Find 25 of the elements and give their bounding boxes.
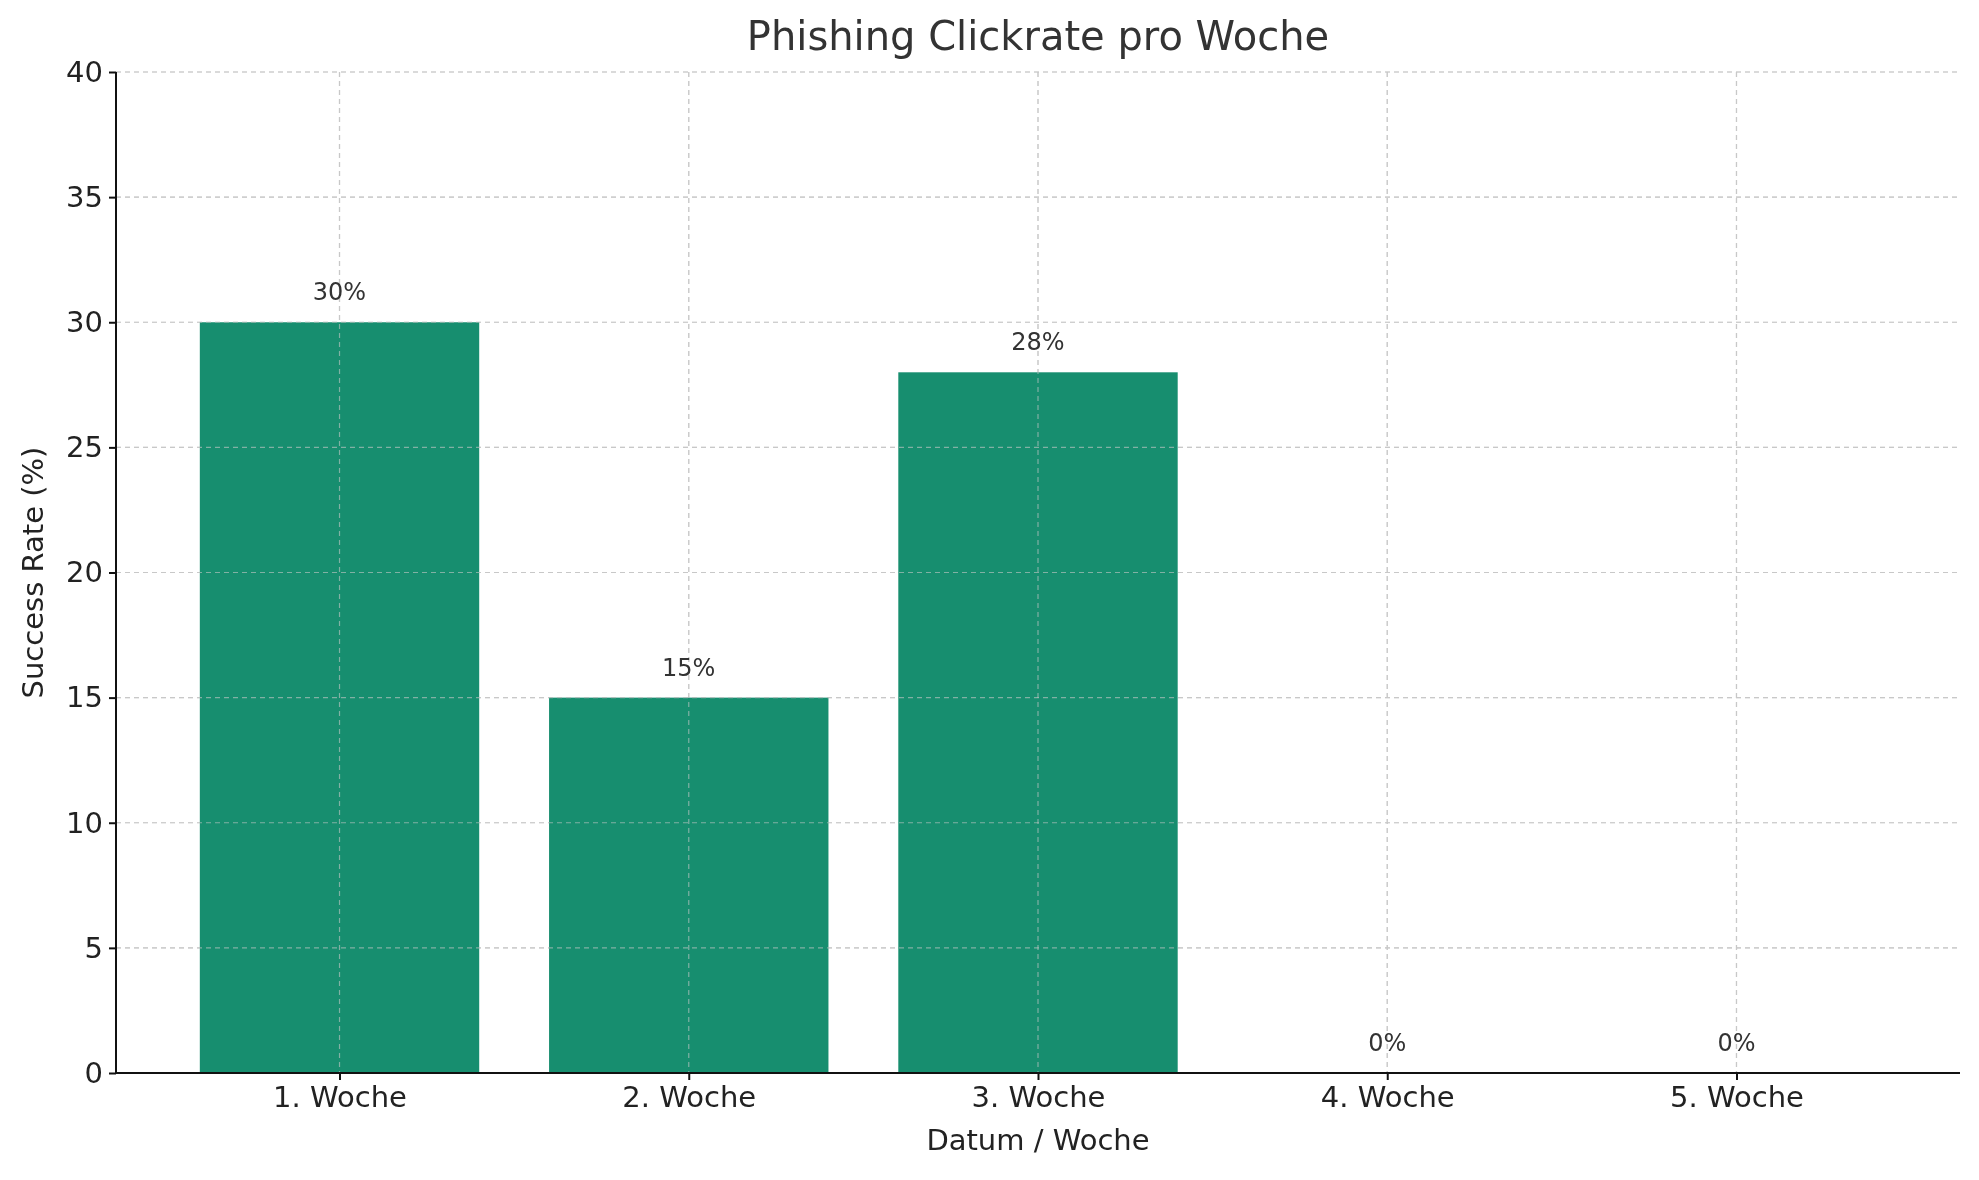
y-axis-title: Success Rate (%) [16,446,50,699]
chart-title: Phishing Clickrate pro Woche [746,13,1330,59]
x-tick-label: 3. Woche [971,1079,1106,1114]
y-tick-label: 0 [84,1055,103,1090]
x-axis-title: Datum / Woche [926,1123,1150,1157]
x-tick-label: 5. Woche [1670,1079,1804,1114]
y-tick-label: 20 [66,555,103,590]
y-tick-label: 10 [66,805,103,840]
y-tick-label: 5 [84,930,103,965]
y-tick-label: 40 [66,54,103,89]
data-label: 0% [1368,1029,1407,1057]
x-tick-label: 2. Woche [622,1079,757,1114]
y-tick-label: 25 [66,430,103,465]
bar [199,322,480,1073]
bar [549,697,829,1073]
y-tick-label: 30 [66,305,103,340]
x-tick-label: 4. Woche [1320,1079,1455,1114]
x-tick-label: 1. Woche [273,1079,407,1114]
bar [898,372,1178,1073]
data-label: 15% [662,653,716,682]
data-label: 0% [1717,1029,1756,1057]
y-tick-label: 35 [66,179,103,214]
y-tick-label: 15 [66,680,103,715]
data-label: 28% [1011,328,1065,357]
data-label: 30% [312,278,367,307]
